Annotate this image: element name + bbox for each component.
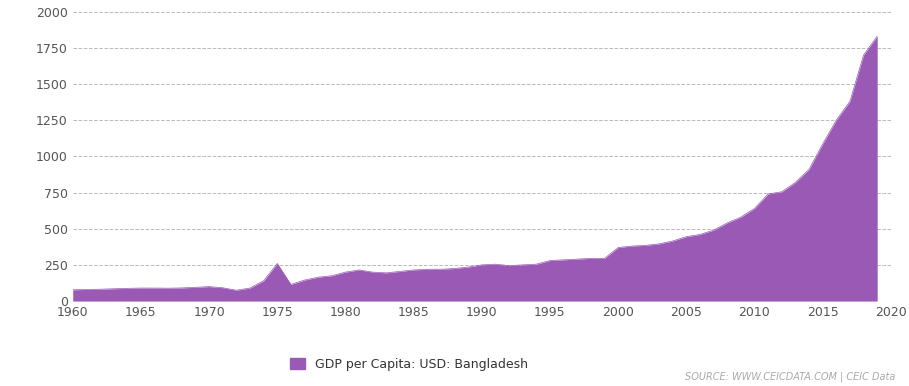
Text: SOURCE: WWW.CEICDATA.COM | CEIC Data: SOURCE: WWW.CEICDATA.COM | CEIC Data	[685, 372, 895, 382]
Legend: GDP per Capita: USD: Bangladesh: GDP per Capita: USD: Bangladesh	[285, 353, 533, 376]
